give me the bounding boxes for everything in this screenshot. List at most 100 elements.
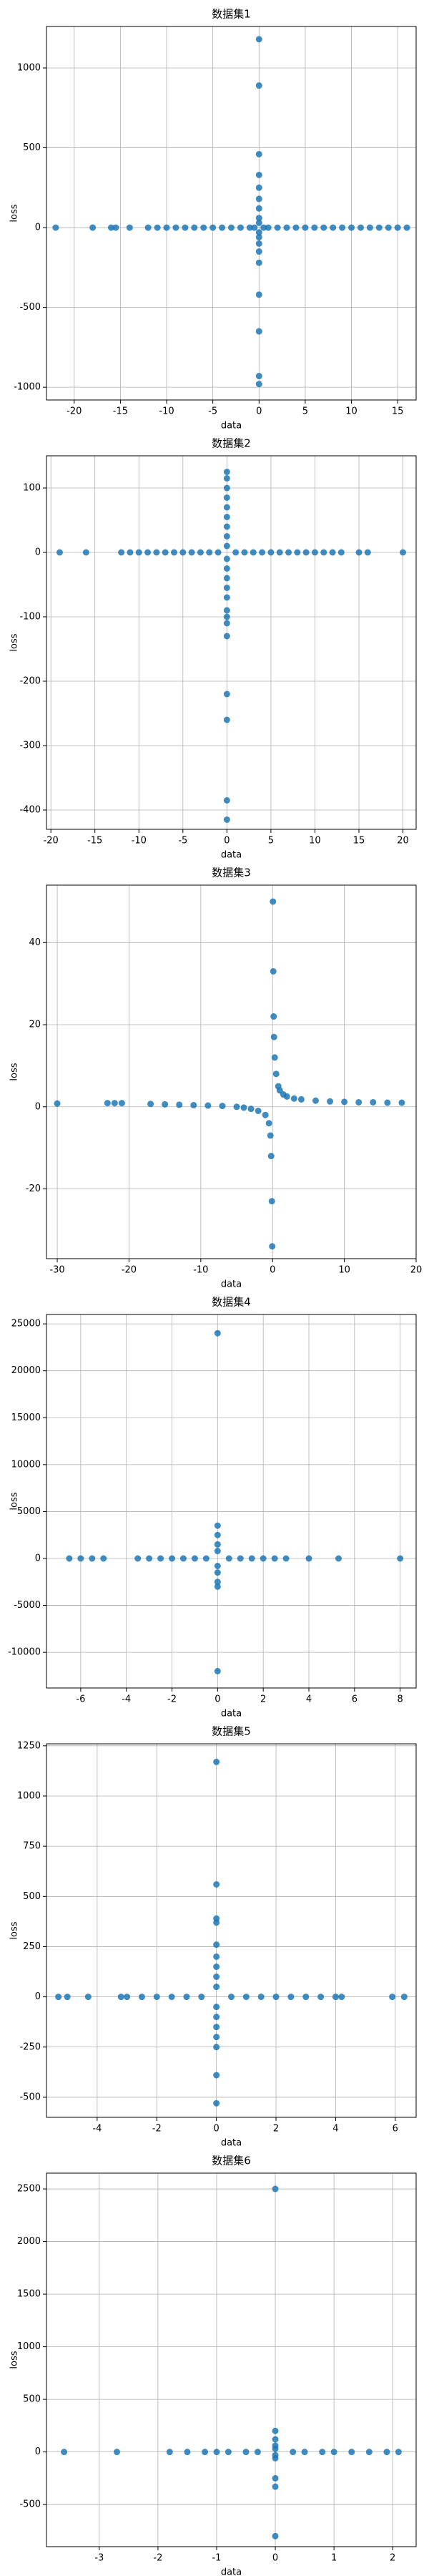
- x-tick-label: 8: [398, 1694, 403, 1705]
- point: [255, 184, 262, 191]
- x-tick-label: 4: [306, 1694, 312, 1705]
- y-tick-label: 1250: [17, 1740, 41, 1751]
- point: [283, 224, 290, 231]
- point: [77, 1555, 84, 1562]
- point: [269, 1243, 276, 1250]
- point: [320, 549, 327, 556]
- point: [56, 549, 63, 556]
- point: [170, 549, 177, 556]
- subplot-title: 数据集6: [212, 2155, 251, 2167]
- x-tick-label: 0: [224, 836, 230, 847]
- point: [64, 1994, 71, 2001]
- point: [144, 224, 152, 231]
- x-tick-label: 1: [331, 2553, 337, 2564]
- point: [364, 549, 371, 556]
- x-tick-label: 0: [272, 2553, 278, 2564]
- point: [397, 1555, 404, 1562]
- y-tick-label: 500: [23, 142, 41, 153]
- point: [370, 1098, 377, 1106]
- y-tick-label: 0: [35, 1553, 41, 1564]
- point: [242, 1994, 250, 2001]
- point: [127, 549, 134, 556]
- point: [184, 2449, 191, 2456]
- y-tick-label: -200: [19, 676, 41, 687]
- plot-frame: [46, 884, 417, 1259]
- y-tick-label: 5000: [17, 1506, 41, 1517]
- point: [223, 716, 230, 723]
- y-axis-label: loss: [9, 1063, 20, 1080]
- point: [190, 1101, 197, 1108]
- point: [270, 1033, 277, 1040]
- point: [270, 898, 277, 905]
- point: [311, 224, 318, 231]
- point: [118, 1100, 125, 1107]
- x-tick-label: -20: [44, 836, 59, 847]
- point: [265, 1120, 272, 1127]
- point: [213, 2099, 220, 2107]
- plot-frame: [46, 1743, 417, 2118]
- point: [214, 1330, 221, 1337]
- point: [66, 1555, 73, 1562]
- x-tick-label: -6: [76, 1694, 85, 1705]
- point: [302, 549, 310, 556]
- point: [179, 549, 187, 556]
- x-tick-label: -4: [122, 1694, 131, 1705]
- y-tick-label: 100: [23, 483, 41, 494]
- point: [188, 549, 195, 556]
- point: [213, 2004, 220, 2011]
- y-tick-label: 1500: [17, 2289, 41, 2300]
- point: [157, 1555, 164, 1562]
- x-tick-label: 15: [353, 836, 365, 847]
- point: [213, 2449, 220, 2456]
- x-axis-label: data: [221, 1279, 242, 1290]
- y-tick-label: -5000: [14, 1600, 41, 1611]
- point: [113, 2449, 120, 2456]
- point: [365, 2449, 373, 2456]
- point: [255, 219, 262, 226]
- point: [107, 224, 114, 231]
- point: [204, 1102, 212, 1109]
- y-tick-label: 0: [35, 2446, 41, 2457]
- point: [255, 373, 262, 380]
- point: [272, 1070, 280, 1078]
- point: [255, 215, 262, 222]
- y-axis-label: loss: [9, 1492, 20, 1510]
- point: [214, 1569, 221, 1576]
- point: [214, 1531, 221, 1538]
- point: [283, 1093, 290, 1100]
- x-axis-label: data: [221, 2138, 242, 2149]
- x-tick-label: 20: [410, 1265, 423, 1276]
- point: [274, 224, 281, 231]
- y-tick-label: 20: [29, 1020, 41, 1030]
- point: [272, 2185, 279, 2192]
- x-axis-label: data: [221, 421, 242, 431]
- point: [52, 224, 59, 231]
- point: [223, 523, 230, 530]
- point: [255, 240, 262, 247]
- point: [332, 1994, 339, 2001]
- point: [285, 549, 292, 556]
- x-tick-label: 6: [352, 1694, 358, 1705]
- subplot-title: 数据集3: [212, 867, 251, 879]
- point: [198, 1994, 205, 2001]
- point: [330, 2449, 337, 2456]
- point: [214, 1583, 221, 1590]
- y-tick-label: -500: [19, 2499, 41, 2510]
- point: [84, 1994, 92, 2001]
- y-tick-label: 25000: [11, 1319, 41, 1330]
- x-tick-label: -20: [122, 1265, 137, 1276]
- point: [272, 2474, 279, 2482]
- x-tick-label: 10: [338, 1265, 350, 1276]
- y-tick-label: -500: [19, 302, 41, 313]
- point: [403, 224, 410, 231]
- point: [169, 1555, 176, 1562]
- y-tick-label: 500: [23, 2394, 41, 2405]
- y-tick-label: 500: [23, 1891, 41, 1902]
- point: [219, 1103, 226, 1110]
- x-tick-label: -15: [113, 406, 128, 417]
- point: [255, 381, 262, 388]
- point: [223, 613, 230, 620]
- point: [213, 2014, 220, 2021]
- point: [223, 565, 230, 572]
- point: [213, 2044, 220, 2051]
